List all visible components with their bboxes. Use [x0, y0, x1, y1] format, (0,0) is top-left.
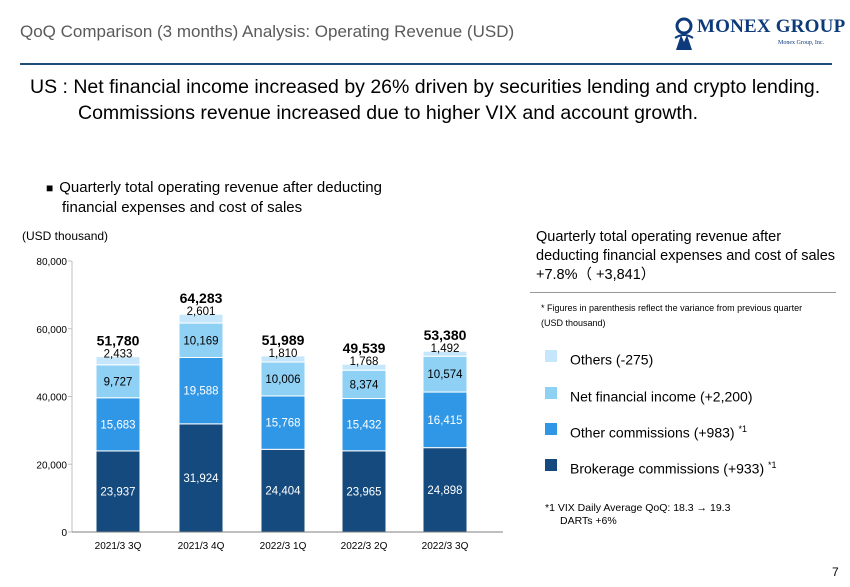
square-bullet-icon: ■ — [46, 181, 54, 195]
y-tick-label: 60,000 — [36, 325, 67, 336]
bar-segment — [178, 322, 224, 359]
x-tick-label: 2022/3 3Q — [422, 541, 469, 552]
total-label: 53,380 — [424, 327, 467, 343]
logo-wordmark: MONEX GROUP — [697, 16, 846, 37]
data-label: 31,924 — [183, 473, 219, 485]
page-title: QoQ Comparison (3 months) Analysis: Oper… — [20, 22, 515, 41]
data-label: 1,492 — [431, 343, 460, 355]
data-label: 23,965 — [346, 486, 381, 498]
bar-segment — [178, 423, 224, 533]
bar-segment — [422, 350, 468, 357]
chart-unit-label: (USD thousand) — [22, 229, 109, 243]
bar-segment — [341, 450, 387, 533]
subhead-line-1: Quarterly total operating revenue after … — [59, 179, 382, 196]
bar-segment — [260, 355, 306, 363]
panel-unit-label: (USD thousand) — [541, 318, 606, 328]
data-label: 2,601 — [187, 306, 216, 318]
legend-label: Others (-275) — [570, 351, 654, 368]
bar-segment — [341, 363, 387, 371]
legend-swatch — [545, 387, 557, 399]
bar-segment — [260, 361, 306, 397]
page-number: 7 — [832, 565, 839, 579]
data-label: 10,574 — [427, 369, 463, 381]
header-divider — [20, 63, 832, 65]
legend-swatch — [545, 459, 557, 471]
footnote: *1 VIX Daily Average QoQ: 18.3 → 19.3 DA… — [545, 502, 730, 528]
headline: US : Net financial income increased by 2… — [30, 76, 821, 124]
bar-segment — [260, 395, 306, 450]
subhead-line-2: financial expenses and cost of sales — [62, 199, 303, 216]
bar-segment — [178, 313, 224, 324]
footnote-line-2: DARTs +6% — [560, 515, 617, 527]
bar-segment — [178, 357, 224, 425]
x-tick-label: 2021/3 4Q — [178, 541, 225, 552]
data-label: 16,415 — [427, 415, 462, 427]
bar-segment — [341, 398, 387, 452]
y-tick-label: 40,000 — [36, 393, 67, 404]
data-label: 9,727 — [104, 376, 133, 388]
data-label: 15,768 — [265, 418, 300, 430]
y-tick-label: 0 — [61, 528, 67, 539]
legend-label: Net financial income (+2,200) — [570, 388, 753, 405]
legend-label: Brokerage commissions (+933) *1 — [570, 460, 777, 477]
data-label: 1,768 — [350, 356, 379, 368]
data-label: 15,683 — [100, 419, 135, 431]
data-label: 24,898 — [427, 485, 462, 497]
footnote-line-1: *1 VIX Daily Average QoQ: 18.3 → 19.3 — [545, 502, 731, 514]
total-label: 51,780 — [97, 333, 140, 349]
data-label: 24,404 — [265, 486, 301, 498]
total-label: 51,989 — [262, 332, 305, 348]
y-tick-label: 20,000 — [36, 460, 67, 471]
legend-swatch — [545, 423, 557, 435]
data-label: 15,432 — [346, 420, 381, 432]
x-tick-label: 2021/3 3Q — [95, 541, 142, 552]
panel-divider — [530, 292, 836, 293]
data-label: 19,588 — [183, 386, 218, 398]
stacked-bar-chart: 0 20,000 40,000 60,000 80,000 23,937 15,683 9,7… — [36, 257, 503, 552]
bar-segment — [341, 369, 387, 400]
bar-segment — [95, 356, 141, 366]
variance-note: * Figures in parenthesis reflect the var… — [541, 303, 803, 313]
monex-logo-icon — [674, 17, 694, 50]
y-tick-label: 80,000 — [36, 257, 67, 268]
data-label: 8,374 — [350, 379, 379, 391]
total-label: 49,539 — [343, 340, 386, 356]
logo-subtitle: Monex Group, Inc. — [778, 40, 824, 46]
data-label: 23,937 — [100, 486, 135, 498]
total-label: 64,283 — [180, 290, 223, 306]
bar-segment — [95, 364, 141, 399]
x-tick-label: 2022/3 1Q — [260, 541, 307, 552]
bar-segment — [260, 448, 306, 533]
data-label: 2,433 — [104, 349, 133, 361]
data-label: 1,810 — [269, 348, 298, 360]
chart-subheading: ■ Quarterly total operating revenue after… — [46, 178, 506, 217]
data-label: 10,006 — [265, 374, 300, 386]
legend-swatch — [545, 350, 557, 362]
legend-label: Other commissions (+983) *1 — [570, 424, 747, 441]
data-label: 10,169 — [183, 335, 218, 347]
panel-title: Quarterly total operating revenue after … — [536, 229, 850, 283]
x-tick-label: 2022/3 2Q — [341, 541, 388, 552]
